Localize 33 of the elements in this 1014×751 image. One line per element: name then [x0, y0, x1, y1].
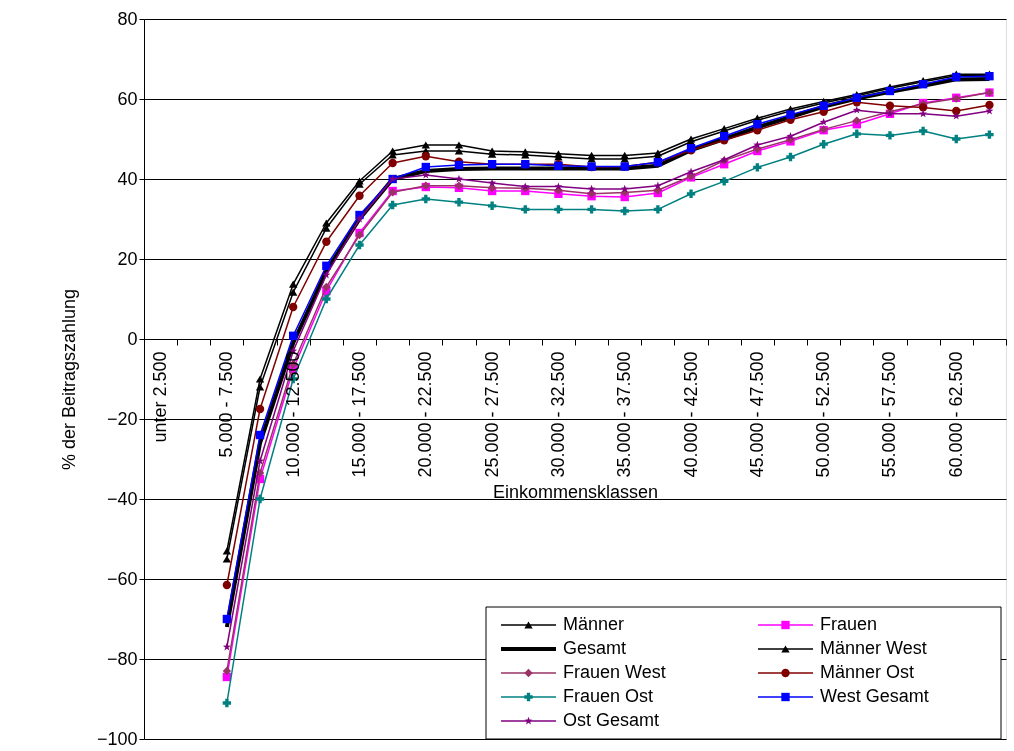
legend-label: Frauen West: [563, 662, 666, 682]
x-tick-label: 25.000 - 27.500: [481, 351, 502, 478]
y-tick-label: 80: [117, 8, 138, 29]
y-tick-label: 0: [127, 328, 138, 349]
y-tick-label: 20: [117, 248, 138, 269]
legend-label: West Gesamt: [820, 686, 929, 706]
y-tick-label: −60: [106, 568, 138, 589]
legend-label: Frauen: [820, 614, 878, 634]
legend-label: Männer: [563, 614, 625, 634]
x-tick-label: 35.000 - 37.500: [614, 351, 635, 478]
y-tick-label: 60: [117, 88, 138, 109]
x-tick-label: 45.000 - 47.500: [746, 351, 767, 478]
y-tick-label: −20: [106, 408, 138, 429]
legend-label: Männer West: [820, 638, 927, 658]
legend-label: Männer Ost: [820, 662, 915, 682]
legend-label: Frauen Ost: [563, 686, 654, 706]
x-axis-title: Einkommensklassen: [492, 481, 659, 502]
x-tick-label: 55.000 - 57.500: [879, 351, 900, 478]
x-tick-label: 60.000 - 62.500: [945, 351, 966, 478]
y-tick-label: −80: [106, 648, 138, 669]
x-tick-label: 30.000 - 32.500: [547, 351, 568, 478]
x-tick-label: 5.000 - 7.500: [216, 351, 237, 458]
x-tick-label: unter 2.500: [150, 351, 171, 443]
x-tick-label: 15.000 - 17.500: [349, 351, 369, 478]
legend-label: Ost Gesamt: [563, 710, 660, 730]
x-tick-label: 50.000 - 52.500: [813, 351, 834, 478]
y-tick-label: −100: [96, 728, 138, 749]
y-tick-label: −40: [106, 488, 138, 509]
x-tick-label: 20.000 - 22.500: [415, 351, 436, 478]
y-tick-label: 40: [117, 168, 138, 189]
y-axis-title: % der Beitragszahlung: [58, 288, 79, 471]
legend-label: Gesamt: [563, 638, 627, 658]
x-tick-label: 40.000 - 42.500: [680, 351, 701, 478]
